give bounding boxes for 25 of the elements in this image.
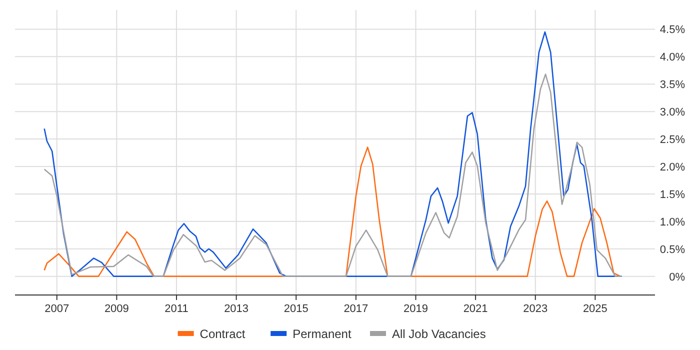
y-tick-label: 2.0% xyxy=(660,162,686,174)
x-tick-label: 2017 xyxy=(344,303,368,315)
y-tick-label: 3.0% xyxy=(660,106,686,119)
x-tick-label: 2021 xyxy=(463,303,488,315)
x-tick-label: 2015 xyxy=(284,303,308,315)
x-tick-label: 2011 xyxy=(164,303,188,315)
y-tick-label: 4.0% xyxy=(660,52,686,64)
legend-label: Contract xyxy=(200,327,246,341)
legend-label: Permanent xyxy=(292,327,352,341)
y-tick-label: 4.5% xyxy=(660,24,686,36)
x-tick-label: 2025 xyxy=(582,303,608,315)
x-tick-label: 2009 xyxy=(104,303,129,315)
y-tick-label: 1.0% xyxy=(660,216,686,228)
y-tick-label: 0% xyxy=(669,271,686,284)
y-tick-label: 3.5% xyxy=(660,79,686,92)
x-tick-label: 2007 xyxy=(44,303,70,315)
legend-label: All Job Vacancies xyxy=(392,327,486,341)
x-tick-label: 2023 xyxy=(523,303,548,315)
x-tick-label: 2019 xyxy=(404,303,428,315)
line-series xyxy=(44,74,622,277)
y-tick-label: 1.5% xyxy=(660,188,686,201)
y-tick-label: 0.5% xyxy=(660,244,686,256)
x-tick-label: 2013 xyxy=(224,303,249,315)
y-tick-label: 2.5% xyxy=(660,134,686,146)
line-series xyxy=(44,146,621,277)
